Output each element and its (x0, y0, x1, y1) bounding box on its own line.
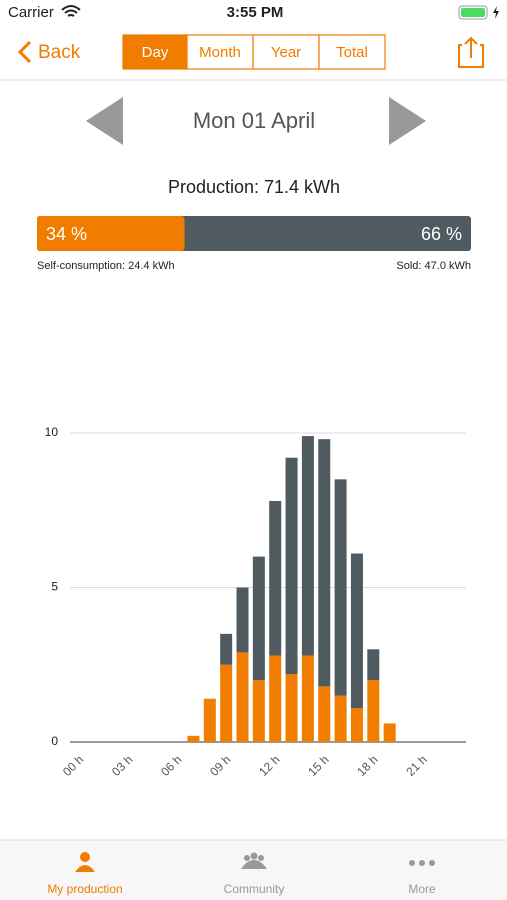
bar-segment (252, 680, 265, 742)
person-icon-body (75, 865, 95, 872)
bar-segment (236, 587, 249, 653)
more-dot (409, 860, 415, 866)
charging-icon (493, 6, 499, 19)
bar-segment (203, 698, 216, 742)
community-icon (244, 855, 250, 861)
bar-segment (236, 652, 249, 742)
segment[interactable]: Year (252, 34, 320, 70)
bar-segment (252, 556, 265, 681)
date-label: Mon 01 April (193, 108, 315, 133)
back-chevron (17, 40, 32, 64)
next-day[interactable] (389, 97, 426, 145)
battery-level (461, 8, 485, 17)
segment-label: Day (142, 44, 169, 61)
y-tick-label: 5 (51, 580, 58, 594)
bar-segment (220, 664, 233, 742)
segment-bg (252, 34, 320, 70)
tabs: My production Community More (47, 882, 436, 896)
bar-segment (367, 649, 380, 681)
tab-icons (75, 852, 435, 872)
person-icon (80, 852, 90, 862)
back-label: Back (38, 42, 81, 63)
segment-bg (318, 34, 386, 70)
community-icon-body (241, 860, 267, 869)
battery (458, 5, 488, 20)
share-icon (458, 36, 484, 68)
self-bar (37, 216, 185, 251)
bar-segment (269, 655, 282, 742)
y-tick-label: 10 (45, 425, 59, 439)
clock: 3:55 PM (227, 4, 284, 21)
bar-segment (318, 686, 331, 742)
bar-segment (350, 553, 363, 709)
back-button[interactable]: Back (17, 40, 81, 64)
bar-segment (220, 633, 233, 665)
segment[interactable]: Total (318, 34, 386, 70)
segment-label: Total (336, 44, 368, 61)
community-icon (250, 852, 258, 860)
bar-segment (334, 479, 347, 696)
wifi-icon (61, 5, 81, 17)
split-bar: 34 % 66 % (37, 216, 471, 251)
segment[interactable]: Day (122, 34, 188, 70)
segment-label: Month (199, 44, 241, 61)
share-button[interactable] (458, 36, 484, 68)
bar-segment (318, 439, 331, 687)
more-dot (419, 860, 425, 866)
production-total: Production: 71.4 kWh (168, 177, 340, 197)
bar-segment (383, 723, 396, 742)
bar-segment (269, 500, 282, 656)
bar-segment (285, 457, 298, 675)
tab-label[interactable]: More (408, 882, 436, 896)
sold: Sold: 47.0 kWh (396, 260, 471, 272)
tab-label[interactable]: Community (224, 882, 285, 896)
sold-percent: 66 % (421, 224, 462, 244)
bar-segment (367, 680, 380, 742)
segment-label: Year (271, 44, 301, 61)
bar-segment (301, 655, 314, 742)
bar-segment (285, 674, 298, 742)
y-tick-label: 0 (51, 734, 58, 748)
bar-segment (187, 735, 200, 742)
more-dot (429, 860, 435, 866)
tab-label[interactable]: My production (47, 882, 122, 896)
segmented-control: Day Month Year Total (122, 34, 386, 70)
carrier: Carrier (8, 4, 54, 21)
bar-segment (334, 695, 347, 742)
bar-segment (350, 708, 363, 742)
segment[interactable]: Month (186, 34, 254, 70)
prev-day[interactable] (86, 97, 123, 145)
self-percent: 34 % (46, 224, 87, 244)
community-icon (258, 855, 264, 861)
bar-segment (301, 436, 314, 656)
self-consumption: Self-consumption: 24.4 kWh (37, 260, 175, 272)
